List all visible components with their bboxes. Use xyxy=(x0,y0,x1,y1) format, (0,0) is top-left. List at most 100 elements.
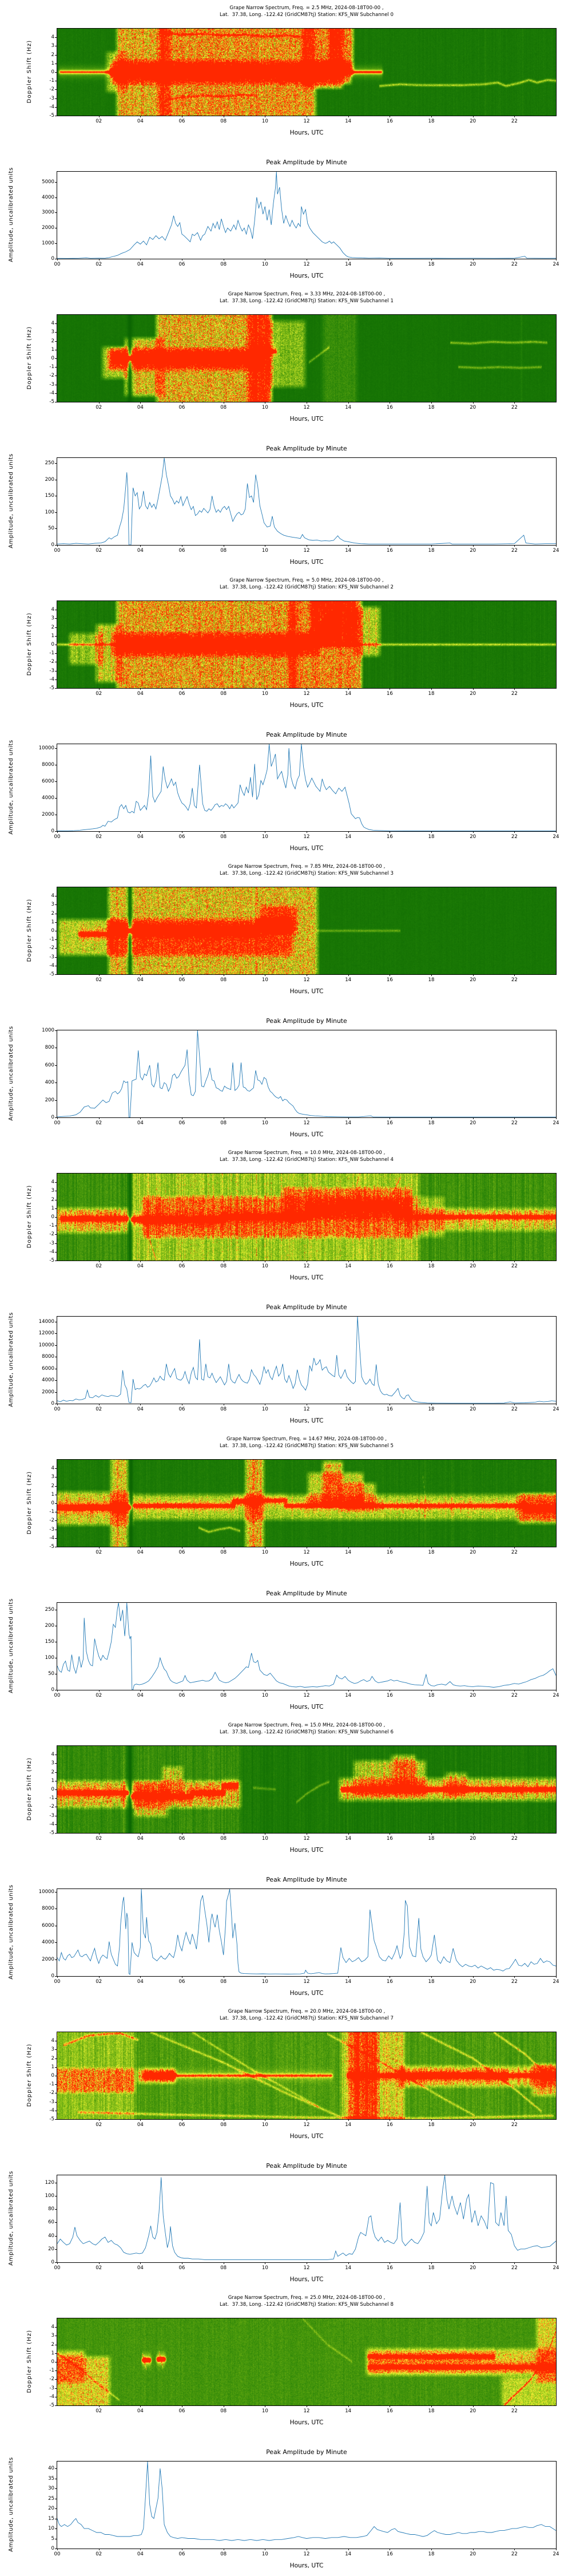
x-tick-label: 20 xyxy=(470,1120,476,1126)
x-tick-mark xyxy=(472,1404,474,1405)
x-tick-label: 18 xyxy=(428,691,435,697)
y-tick-label: 0 xyxy=(51,256,54,262)
peak-amplitude-panel: Peak Amplitude by Minute Amplitude, unca… xyxy=(0,1860,572,2004)
x-tick-mark xyxy=(98,1404,100,1405)
x-tick-mark xyxy=(556,545,557,547)
y-tick-label: 2 xyxy=(51,624,54,630)
x-tick-label: 00 xyxy=(54,1120,61,1126)
x-tick-label: 22 xyxy=(511,691,518,697)
x-tick-mark xyxy=(140,545,141,547)
x-tick-mark xyxy=(514,1404,515,1405)
x-tick-label: 18 xyxy=(428,2122,435,2128)
x-tick-label: 16 xyxy=(386,1693,393,1698)
x-tick-mark xyxy=(514,1261,515,1262)
x-tick-label: 14 xyxy=(345,2408,352,2414)
amplitude-plot-area xyxy=(57,2175,557,2263)
x-tick-label: 20 xyxy=(470,1263,476,1269)
x-tick-label: 12 xyxy=(303,2122,310,2128)
x-tick-label: 12 xyxy=(303,405,310,410)
x-tick-mark xyxy=(514,1833,515,1835)
y-tick-label: 3 xyxy=(51,2333,54,2339)
x-tick-label: 12 xyxy=(303,1406,310,1412)
hours-utc-axis-label: Hours, UTC xyxy=(289,2276,324,2283)
x-tick-label: 20 xyxy=(470,2408,476,2414)
y-tick-label: 3 xyxy=(51,1474,54,1480)
x-tick-label: 16 xyxy=(386,262,393,267)
spectrogram-image xyxy=(57,887,556,974)
y-tick-label: 4000 xyxy=(42,795,54,801)
x-tick-label: 22 xyxy=(511,1979,518,1985)
x-tick-mark xyxy=(140,402,141,404)
y-tick-mark xyxy=(55,1234,57,1235)
y-tick-label: 4 xyxy=(51,2324,54,2330)
x-tick-label: 00 xyxy=(54,2265,61,2271)
y-tick-label: -2 xyxy=(49,2090,54,2096)
x-tick-mark xyxy=(98,1261,100,1262)
y-tick-label: 4000 xyxy=(42,1377,54,1384)
amplitude-line-chart xyxy=(57,2462,556,2541)
x-tick-mark xyxy=(472,1117,474,1119)
amplitude-axis-label: Amplitude, uncalibrated units xyxy=(8,2457,14,2552)
x-tick-label: 22 xyxy=(511,977,518,983)
amplitude-line-chart xyxy=(57,1603,556,1690)
y-tick-label: -2 xyxy=(49,659,54,665)
x-tick-label: 22 xyxy=(511,118,518,124)
y-tick-label: -5 xyxy=(49,685,54,691)
y-tick-label: 2 xyxy=(51,1483,54,1489)
y-tick-label: 2 xyxy=(51,338,54,344)
x-tick-mark xyxy=(140,116,141,117)
x-tick-label: 20 xyxy=(470,691,476,697)
y-tick-label: 80 xyxy=(48,2206,54,2212)
x-tick-label: 14 xyxy=(345,1836,352,1842)
hours-utc-axis-label: Hours, UTC xyxy=(289,845,324,852)
x-tick-mark xyxy=(431,402,432,404)
amplitude-plot-area xyxy=(57,1888,557,1977)
x-tick-label: 06 xyxy=(178,2122,185,2128)
x-tick-mark xyxy=(98,116,100,117)
y-tick-label: -1 xyxy=(49,2368,54,2374)
y-tick-mark xyxy=(55,1117,57,1118)
x-tick-label: 12 xyxy=(303,262,310,267)
x-tick-label: 12 xyxy=(303,118,310,124)
x-tick-mark xyxy=(348,2549,349,2550)
spectrogram-panel: Grape Narrow Spectrum, Freq. = 7.85 MHz,… xyxy=(0,859,572,1002)
x-tick-label: 14 xyxy=(345,691,352,697)
x-tick-mark xyxy=(348,688,349,690)
y-tick-label: 50 xyxy=(48,526,54,532)
spectrogram-panel: Grape Narrow Spectrum, Freq. = 10.0 MHz,… xyxy=(0,1145,572,1288)
x-tick-label: 12 xyxy=(303,1120,310,1126)
x-tick-label: 22 xyxy=(511,1406,518,1412)
y-tick-mark xyxy=(55,1082,57,1084)
x-tick-label: 06 xyxy=(178,2408,185,2414)
y-tick-label: 250 xyxy=(45,1607,54,1613)
x-tick-label: 06 xyxy=(178,2265,185,2271)
x-tick-label: 10 xyxy=(261,118,268,124)
x-tick-label: 24 xyxy=(553,548,559,554)
x-tick-mark xyxy=(140,1547,141,1548)
amplitude-plot-area xyxy=(57,457,557,546)
y-tick-mark xyxy=(55,1503,57,1504)
x-tick-label: 08 xyxy=(220,262,227,267)
y-tick-label: 4 xyxy=(51,2038,54,2044)
hours-utc-axis-label: Hours, UTC xyxy=(289,1847,324,1854)
x-tick-label: 10 xyxy=(261,548,268,554)
peak-amplitude-panel: Peak Amplitude by Minute Amplitude, unca… xyxy=(0,1002,572,1145)
x-tick-mark xyxy=(472,1833,474,1835)
y-tick-label: 10 xyxy=(48,2526,54,2532)
x-tick-label: 16 xyxy=(386,2265,393,2271)
y-tick-mark xyxy=(55,89,57,90)
x-tick-mark xyxy=(514,688,515,690)
x-tick-mark xyxy=(556,259,557,260)
spectrogram-title-line2: Lat. 37.38, Long. -122.42 (GridCM87tj) S… xyxy=(219,1157,394,1163)
y-tick-mark xyxy=(55,1772,57,1773)
y-tick-mark xyxy=(55,1030,57,1031)
amplitude-series-line xyxy=(57,1889,556,1976)
y-tick-label: -2 xyxy=(49,945,54,951)
x-tick-label: 20 xyxy=(470,1979,476,1985)
amplitude-line-chart xyxy=(57,1030,556,1117)
x-tick-label: 04 xyxy=(137,1550,144,1555)
hours-utc-axis-label: Hours, UTC xyxy=(289,1560,324,1567)
x-tick-label: 10 xyxy=(261,1550,268,1555)
y-tick-label: -2 xyxy=(49,1804,54,1810)
x-tick-label: 16 xyxy=(386,691,393,697)
